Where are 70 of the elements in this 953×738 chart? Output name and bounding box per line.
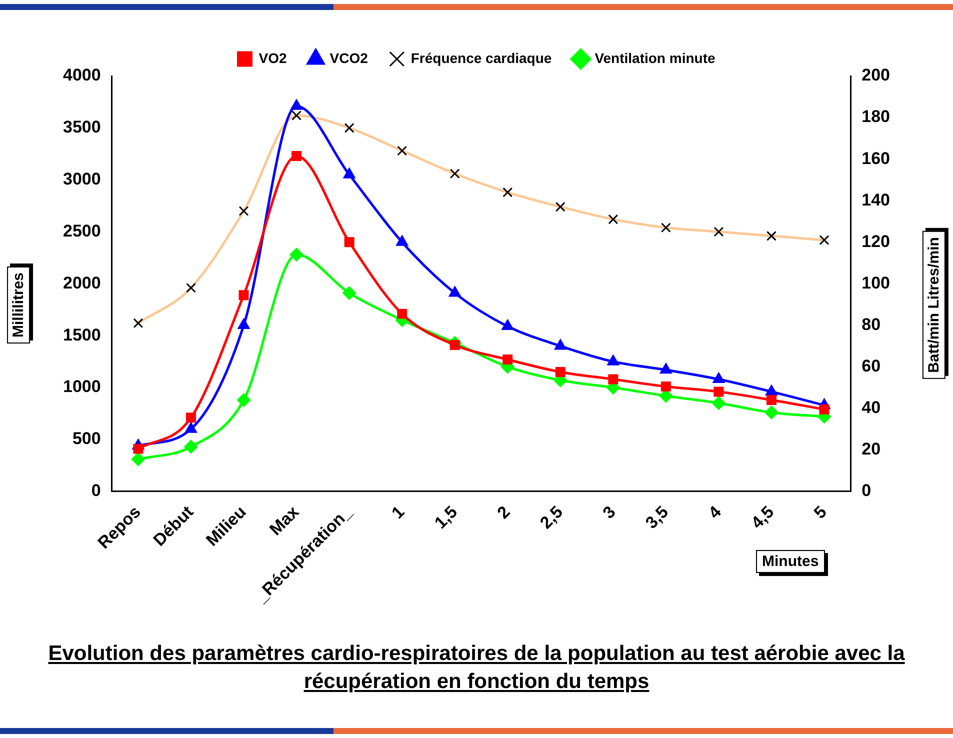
y2-tick-label: 140 <box>862 190 890 210</box>
y-tick-label: 4000 <box>62 66 101 85</box>
y2-tick-label: 60 <box>862 356 881 376</box>
legend-label: VO2 <box>258 50 287 66</box>
x-tick-label: 1,5 <box>430 502 461 532</box>
point <box>238 318 250 329</box>
x-tick-label: 2,5 <box>536 502 567 532</box>
x-tick-label: 1 <box>388 502 408 522</box>
y2-tick-label: 100 <box>862 273 890 292</box>
legend-label: Ventilation minute <box>594 50 716 66</box>
x-tick-label: 4,5 <box>747 502 778 532</box>
y2-tick-label: 40 <box>862 398 881 417</box>
y2-tick-label: 20 <box>862 440 881 459</box>
point <box>185 422 197 433</box>
y2-tick-label: 200 <box>862 66 890 85</box>
point <box>502 354 513 364</box>
y-tick-label: 500 <box>72 429 101 448</box>
point <box>766 384 778 396</box>
y-tick-label: 3500 <box>62 118 101 137</box>
point <box>292 150 302 161</box>
point <box>397 308 408 319</box>
point <box>502 320 514 330</box>
legend-label: Fréquence cardiaque <box>410 50 552 66</box>
text: Evolution des paramètres cardio-respiratoires de la population au test aérobie avec la récupération en fonction du temps <box>47 641 906 695</box>
point <box>766 395 776 405</box>
point <box>450 340 460 350</box>
y2-tick-label: 80 <box>862 314 881 334</box>
y2-axis-title: Batt/min Litres/min <box>922 231 946 379</box>
point <box>131 452 145 466</box>
point <box>342 286 356 300</box>
point <box>344 237 354 248</box>
point <box>712 396 726 410</box>
x-axis-title: Minutes <box>756 550 825 573</box>
point <box>184 440 198 454</box>
x-tick-label: 4 <box>704 502 726 522</box>
y-axis-title: Millilitres <box>7 266 30 344</box>
point <box>554 339 566 350</box>
point <box>343 168 356 178</box>
x-tick-label: 2 <box>494 502 514 522</box>
point <box>290 99 302 110</box>
point <box>396 235 408 246</box>
point <box>448 286 461 297</box>
point <box>290 248 304 262</box>
point <box>660 382 671 392</box>
x-tick-label: 5 <box>810 502 830 522</box>
y2-tick-label: 0 <box>862 481 872 500</box>
y2-tick-label: 160 <box>862 148 890 168</box>
x-tick-label: 3,5 <box>642 502 672 532</box>
legend-label: VCO2 <box>330 50 368 66</box>
point <box>764 406 778 420</box>
y2-tick-label: 120 <box>862 232 890 251</box>
y2-tick-label: 180 <box>862 107 890 126</box>
point <box>555 366 566 377</box>
point <box>607 354 620 366</box>
y-tick-label: 1500 <box>62 325 101 344</box>
x-tick-label: 3 <box>599 502 620 522</box>
point <box>133 444 144 454</box>
y-tick-label: 3000 <box>62 170 101 189</box>
point <box>712 372 725 383</box>
point <box>819 404 830 414</box>
point <box>238 290 249 300</box>
y-tick-label: 2500 <box>62 221 101 240</box>
point <box>186 412 196 423</box>
point <box>714 386 724 397</box>
point <box>608 374 618 384</box>
y-tick-label: 0 <box>91 481 101 500</box>
point <box>237 393 250 407</box>
point <box>660 363 672 374</box>
y-tick-label: 2000 <box>62 273 101 292</box>
y-tick-label: 1000 <box>62 377 101 396</box>
